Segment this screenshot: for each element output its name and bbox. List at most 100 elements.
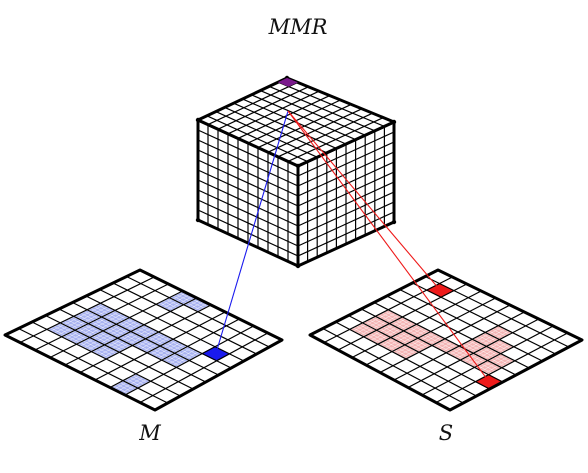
- s-hatch-line: [450, 351, 463, 359]
- s-hatch-line: [387, 329, 400, 336]
- mapping-lines: [215, 110, 490, 383]
- m-hatch-line: [100, 322, 112, 329]
- m-hatch-line: [129, 337, 142, 344]
- s-hatch-line: [483, 337, 496, 345]
- m-hatch-line: [121, 336, 135, 344]
- s-hatch-line: [379, 314, 393, 322]
- m-hatch-line: [178, 351, 192, 359]
- label-mmr: MMR: [268, 15, 328, 39]
- m-hatch-line: [95, 320, 109, 328]
- s-hatch-line: [481, 364, 495, 372]
- s-hatch-line: [477, 351, 491, 359]
- s-hatch-line: [366, 321, 380, 329]
- s-hatch-line: [414, 329, 427, 337]
- s-hatch-line: [425, 335, 438, 342]
- m-grid-line: [45, 314, 194, 390]
- s-hatch-line: [453, 349, 467, 357]
- m-hatch-line: [50, 327, 65, 335]
- s-hatch-line: [410, 327, 424, 335]
- s-hatch-line: [478, 365, 492, 373]
- s-hatch-line: [353, 327, 367, 335]
- s-hatch-line: [380, 328, 394, 336]
- s-hatch-line: [497, 345, 510, 352]
- s-hatch-line: [385, 341, 398, 349]
- m-hatch-line: [98, 308, 111, 316]
- s-hatch-line: [374, 335, 387, 343]
- s-mapping-line: [287, 110, 441, 291]
- plane-s: [308, 268, 584, 412]
- m-hatch-line: [180, 296, 193, 303]
- s-hatch-line: [489, 330, 503, 338]
- s-border: [308, 268, 584, 412]
- m-hatch-line: [171, 344, 184, 352]
- s-grid-line: [348, 314, 490, 390]
- m-grid-line: [124, 325, 254, 396]
- m-hatch-line: [120, 322, 134, 330]
- s-hatch-line: [494, 357, 508, 365]
- m-hatch-line: [72, 321, 84, 329]
- m-mapping-line: [215, 110, 289, 354]
- m-hatch-line: [139, 342, 153, 350]
- m-grid-line: [31, 321, 181, 397]
- cube-top-face-grid-line: [206, 115, 308, 163]
- m-hatch-line: [195, 303, 207, 310]
- s-hatch-line: [407, 329, 421, 337]
- s-hatch-line: [439, 342, 452, 350]
- m-hatch-line: [88, 343, 101, 350]
- cube-top-face-grid-line: [267, 108, 363, 153]
- m-hatch-line: [81, 313, 95, 321]
- m-hatch-line: [79, 328, 93, 336]
- m-hatch-line: [94, 306, 108, 314]
- s-hatch-line: [386, 315, 399, 322]
- cube-left-face-grid-line: [197, 199, 299, 247]
- m-hatch-line: [158, 351, 171, 359]
- m-hatch-line: [117, 384, 131, 392]
- m-border: [3, 268, 284, 412]
- cube-top-face-grid-line: [233, 102, 337, 149]
- s-hatch-line: [466, 342, 480, 350]
- cube-top-face-grid-line: [242, 98, 347, 145]
- m-hatch-line: [181, 350, 195, 357]
- m-hatch-line: [77, 314, 91, 322]
- s-hatch-line: [498, 359, 511, 366]
- s-hatch-line: [476, 337, 490, 345]
- s-hatch-line: [467, 356, 481, 364]
- s-grid-line: [393, 311, 525, 381]
- s-grid-line: [322, 327, 464, 404]
- s-hatch-line: [399, 348, 412, 356]
- m-hatch-line: [86, 329, 99, 336]
- m-hatch-line: [136, 344, 150, 351]
- s-hatch-line: [421, 336, 435, 344]
- m-hatch-line: [105, 315, 119, 323]
- s-grid-line: [335, 321, 477, 397]
- m-hatch-line: [54, 326, 68, 334]
- cube-right-face-grid-line: [297, 181, 395, 227]
- label-s: S: [439, 421, 453, 445]
- s-hatch-line: [470, 344, 483, 352]
- cube-left-face-grid-line: [197, 179, 299, 227]
- s-selected-cell: [425, 283, 456, 298]
- cube-corner: [391, 119, 397, 125]
- m-hatch-line: [187, 303, 201, 310]
- cube-right-face-grid-line: [297, 171, 395, 217]
- s-hatch-line: [360, 328, 373, 335]
- m-hatch-line: [111, 341, 126, 349]
- m-hatch-line: [173, 358, 185, 366]
- s-hatch-line: [383, 327, 397, 335]
- s-hatch-line: [403, 350, 415, 357]
- m-hatch-line: [163, 301, 177, 308]
- m-hatch-line: [125, 335, 139, 342]
- plane-m: [3, 268, 284, 412]
- m-hatch-line: [116, 343, 129, 351]
- m-hatch-line: [109, 313, 123, 321]
- s-selected-cell: [474, 374, 504, 390]
- cube-selected-voxel: [277, 77, 298, 87]
- s-hatch-line: [490, 344, 504, 352]
- s-hatch-line: [416, 343, 428, 351]
- m-selected-cell: [201, 346, 231, 362]
- s-hatch-line: [463, 344, 476, 352]
- m-hatch-line: [93, 336, 108, 344]
- m-hatch-line: [108, 343, 122, 351]
- m-hatch-line: [164, 344, 178, 352]
- s-hatch-line: [496, 331, 509, 338]
